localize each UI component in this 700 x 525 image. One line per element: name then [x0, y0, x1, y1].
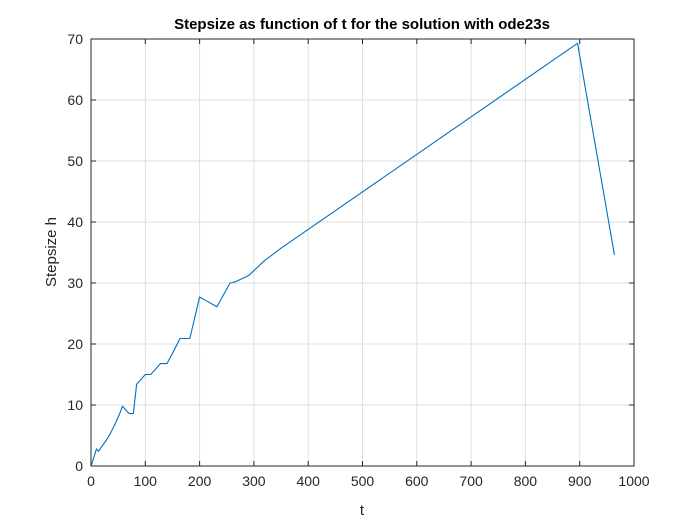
ticks: 0 100 200 300 400 500 600 700 800 900 1000 0 10 20 30 4…: [67, 31, 649, 489]
y-tick-label: 10: [67, 397, 83, 413]
x-tick-label: 300: [242, 473, 266, 489]
y-tick-label: 30: [67, 275, 83, 291]
y-tick-label: 50: [67, 153, 83, 169]
x-tick-label: 900: [568, 473, 592, 489]
x-tick-label: 800: [514, 473, 538, 489]
x-tick-label: 400: [297, 473, 321, 489]
plot-area: [90, 42, 615, 467]
x-tick-label: 600: [405, 473, 429, 489]
y-tick-label: 40: [67, 214, 83, 230]
x-tick-label: 0: [87, 473, 95, 489]
grid: [91, 39, 634, 466]
x-tick-label: 1000: [618, 473, 649, 489]
stepsize-series-line: [90, 42, 615, 467]
y-tick-label: 20: [67, 336, 83, 352]
x-tick-label: 700: [459, 473, 483, 489]
chart-title: Stepsize as function of t for the soluti…: [174, 16, 550, 33]
y-tick-label: 60: [67, 92, 83, 108]
y-tick-label: 70: [67, 31, 83, 47]
x-axis-label: t: [360, 502, 365, 519]
x-tick-label: 500: [351, 473, 375, 489]
y-axis-label: Stepsize h: [43, 217, 60, 287]
y-tick-label: 0: [75, 458, 83, 474]
x-tick-label: 200: [188, 473, 212, 489]
x-tick-label: 100: [134, 473, 158, 489]
